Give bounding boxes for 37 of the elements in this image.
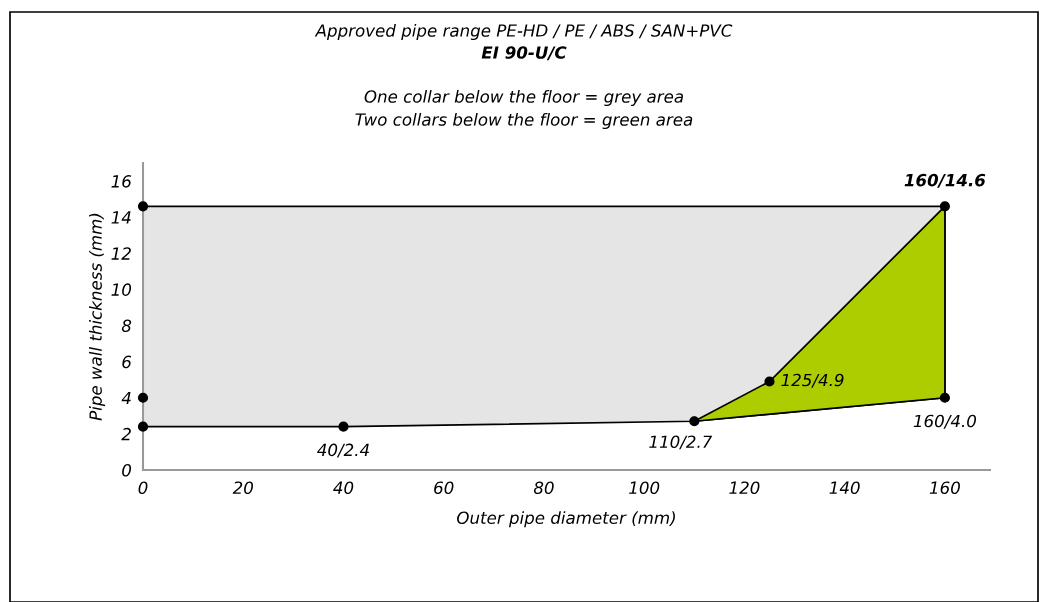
y-tick-label: 12 [111, 247, 131, 260]
x-tick-label: 80 [533, 481, 554, 495]
x-tick-label: 20 [232, 481, 253, 495]
x-axis-title: Outer pipe diameter (mm) [457, 511, 675, 528]
annotation: 160/4.0 [913, 414, 977, 429]
y-tick-label: 10 [111, 283, 132, 296]
annotation: 160/14.6 [904, 173, 986, 188]
annotation: 110/2.7 [649, 435, 713, 450]
x-tick-label: 140 [829, 481, 860, 495]
x-tick-label: 40 [333, 481, 354, 495]
y-tick-label: 8 [121, 319, 132, 333]
x-tick-label: 160 [929, 481, 960, 495]
y-tick-label: 2 [121, 427, 131, 441]
point [137, 421, 149, 432]
y-tick-label: 4 [121, 391, 131, 405]
x-tick-label: 0 [138, 481, 148, 495]
y-tick-label: 0 [122, 463, 132, 477]
chart-subtitle: EI 90-U/C [481, 46, 567, 61]
text: One collar below the floor = grey area [364, 89, 683, 107]
y-axis-title: Pipe wall thickness (mm) [88, 213, 106, 421]
text: Two collars below the floor = green area [355, 112, 693, 130]
y-tick-label: 14 [111, 211, 131, 224]
annotation: 40/2.4 [317, 443, 369, 458]
x-tick-label: 120 [729, 481, 760, 495]
y-tick-label: 6 [122, 355, 132, 369]
point [137, 201, 149, 212]
x-tick-label: 60 [434, 481, 454, 495]
point [764, 376, 775, 387]
point [939, 201, 950, 212]
point [137, 392, 149, 403]
annotation: 125/4.9 [781, 373, 844, 388]
point [939, 392, 950, 403]
point [689, 416, 700, 427]
x-tick-label: 100 [629, 481, 660, 495]
point [338, 421, 349, 432]
y-tick-label: 16 [111, 175, 132, 188]
chart-title: Approved pipe range PE-HD / PE / ABS / SAN+PVC [314, 23, 733, 41]
